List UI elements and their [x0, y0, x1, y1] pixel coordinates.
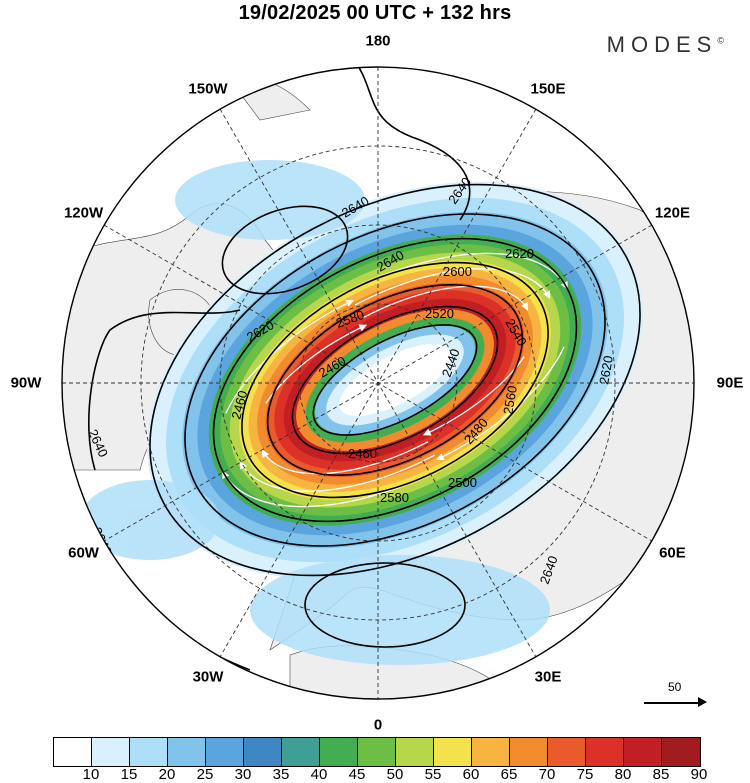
secondary-wind-patches — [80, 160, 550, 665]
colorbar-tick-label: 35 — [272, 766, 290, 783]
contour-label: 2580 — [380, 490, 409, 505]
contour-label: 2600 — [443, 264, 472, 279]
longitude-label: 90W — [10, 374, 42, 392]
longitude-label: 90E — [716, 374, 744, 392]
colorbar-ticks: 10 15 20 25 30 35 40 45 50 55 60 65 70 75 80 85 90 — [0, 766, 750, 783]
colorbar-cell — [472, 738, 510, 766]
copyright-mark: © — [717, 35, 724, 46]
vector-reference-label: 50 — [668, 680, 682, 694]
colorbar-cell — [548, 738, 586, 766]
colorbar — [53, 737, 701, 767]
colorbar-cell — [206, 738, 244, 766]
contour-high-pacific — [221, 205, 349, 295]
contour-high-atlantic — [304, 562, 466, 648]
band-center — [339, 343, 451, 417]
colorbar-tick-label: 55 — [424, 766, 442, 783]
contour-label: 2620 — [596, 354, 616, 385]
colorbar-tick-label: 70 — [538, 766, 556, 783]
colorbar-tick-label: 80 — [614, 766, 632, 783]
longitude-label: 120W — [63, 204, 104, 222]
colorbar-cell — [624, 738, 662, 766]
colorbar-cell — [282, 738, 320, 766]
longitude-label: 0 — [373, 716, 383, 734]
vector-ring-3 — [261, 441, 429, 475]
polar-stereographic-map: 2640 2640 2620 2600 2640 2620 2580 2520 … — [61, 66, 695, 700]
colorbar-tick-label: 40 — [310, 766, 328, 783]
vector-ring-5 — [436, 346, 565, 461]
patch-pacific — [175, 160, 365, 240]
colorbar-cell — [434, 738, 472, 766]
contour-label: 2460 — [348, 446, 377, 461]
contour-2 — [184, 213, 606, 547]
colorbar-cell — [244, 738, 282, 766]
brand-logo: MODES© — [607, 32, 724, 58]
graticule — [62, 67, 694, 699]
brand-name: MODES — [606, 32, 718, 57]
vector-reference-shaft — [644, 702, 702, 704]
vector-reference-arrowhead — [698, 697, 707, 707]
contour-5 — [266, 284, 524, 476]
colorbar-cell — [168, 738, 206, 766]
contour-1 — [149, 183, 641, 577]
patch-atlantic — [250, 555, 550, 665]
longitude-label: 60E — [659, 544, 686, 562]
contour-7 — [312, 324, 478, 436]
longitude-label: 120E — [654, 204, 690, 222]
longitude-label: 180 — [365, 32, 391, 50]
longitude-label: 150E — [530, 80, 566, 98]
colorbar-cell — [54, 738, 92, 766]
colorbar-cell — [320, 738, 358, 766]
colorbar-tick-label: 50 — [386, 766, 404, 783]
wind-speed-shading — [147, 181, 643, 579]
colorbar-cell — [586, 738, 624, 766]
vector-ring-2 — [354, 268, 551, 306]
vector-ring-6 — [225, 299, 354, 414]
longitude-label: 30E — [534, 668, 562, 686]
colorbar-tick-label: 45 — [348, 766, 366, 783]
longitude-label: 30W — [192, 668, 224, 686]
colorbar-cell — [396, 738, 434, 766]
longitude-label: 150W — [188, 80, 228, 98]
contour-label: 2460 — [228, 389, 250, 421]
map-boundary — [61, 66, 695, 700]
colorbar-tick-label: 90 — [690, 766, 708, 783]
contour-label: 2500 — [448, 475, 477, 490]
colorbar-tick-label: 10 — [82, 766, 100, 783]
colorbar-cell — [662, 738, 700, 766]
colorbar-cell — [92, 738, 130, 766]
meridian-120e-60w — [103, 224, 653, 542]
colorbar-tick-label: 60 — [462, 766, 480, 783]
colorbar-cell — [510, 738, 548, 766]
colorbar-tick-label: 30 — [234, 766, 252, 783]
contour-3 — [212, 237, 578, 523]
colorbar-tick-label: 85 — [652, 766, 670, 783]
contour-label: 2560 — [500, 384, 520, 415]
colorbar-tick-label: 20 — [158, 766, 176, 783]
map-title: 19/02/2025 00 UTC + 132 hrs — [238, 2, 512, 24]
colorbar-tick-label: 75 — [576, 766, 594, 783]
vector-reference: 50 — [640, 680, 710, 710]
vector-ring-1 — [239, 454, 436, 492]
map-field: 2640 2640 2620 2600 2640 2620 2580 2520 … — [62, 67, 694, 699]
contour-label: 2620 — [505, 246, 534, 261]
colorbar-tick-label: 25 — [196, 766, 214, 783]
vector-ring-4 — [361, 285, 529, 319]
colorbar-tick-label: 65 — [500, 766, 518, 783]
patch-west — [80, 480, 220, 560]
colorbar-cell — [130, 738, 168, 766]
longitude-label: 60W — [68, 544, 99, 562]
colorbar-cell — [358, 738, 396, 766]
colorbar-tick-label: 15 — [120, 766, 138, 783]
contour-label: 2520 — [425, 306, 454, 321]
geopotential-contours — [88, 67, 641, 671]
contour-6 — [291, 305, 499, 455]
